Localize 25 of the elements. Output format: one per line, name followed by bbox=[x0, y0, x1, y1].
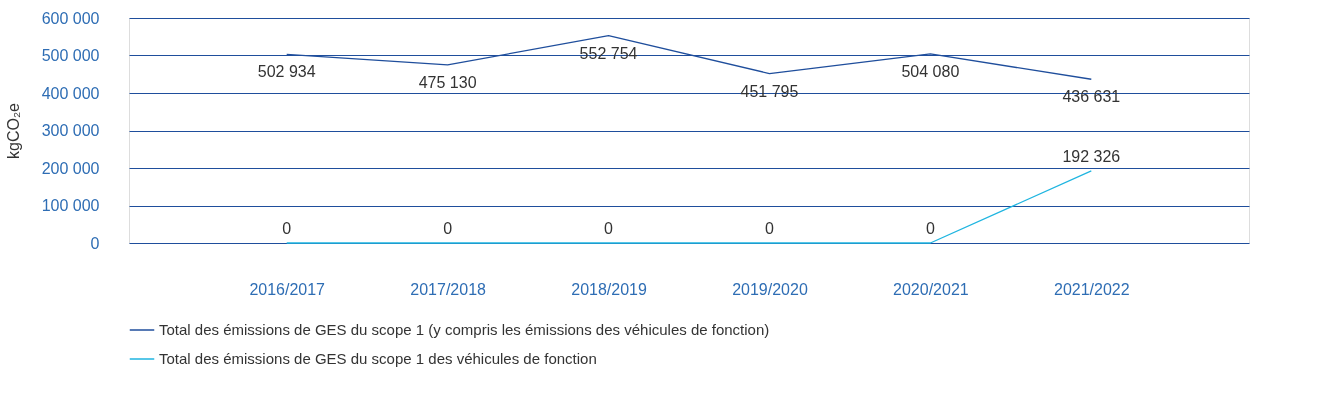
y-tick-label: 400 000 bbox=[41, 84, 100, 102]
x-tick-label: 2017/2018 bbox=[410, 280, 487, 298]
x-tick-label: 2016/2017 bbox=[249, 280, 326, 298]
legend-label: Total des émissions de GES du scope 1 des véhicules de fonction bbox=[159, 350, 597, 367]
data-label: 192 326 bbox=[1062, 147, 1121, 165]
y-tick-label: 200 000 bbox=[41, 159, 100, 177]
y-tick-label: 100 000 bbox=[41, 197, 100, 214]
y-tick-label: 300 000 bbox=[41, 122, 100, 139]
x-tick-label: 2019/2020 bbox=[732, 280, 808, 298]
data-label: 504 080 bbox=[901, 62, 960, 80]
data-label: 0 bbox=[443, 220, 453, 237]
y-axis-title: kgCO₂e bbox=[4, 102, 22, 160]
data-label: 0 bbox=[282, 220, 292, 237]
y-tick-label: 0 bbox=[90, 234, 100, 252]
data-label: 0 bbox=[765, 220, 775, 237]
y-tick-label: 600 000 bbox=[41, 9, 100, 27]
x-tick-label: 2020/2021 bbox=[893, 280, 969, 298]
x-tick-label: 2018/2019 bbox=[571, 280, 647, 298]
data-label: 0 bbox=[925, 220, 935, 237]
x-tick-label: 2021/2022 bbox=[1053, 280, 1130, 298]
data-label: 475 130 bbox=[418, 73, 477, 91]
data-label: 502 934 bbox=[257, 63, 316, 81]
legend-label: Total des émissions de GES du scope 1 (y compris les émissions des véhicules de fonction) bbox=[159, 321, 770, 338]
data-label: 0 bbox=[604, 220, 614, 237]
y-tick-label: 500 000 bbox=[41, 47, 100, 64]
